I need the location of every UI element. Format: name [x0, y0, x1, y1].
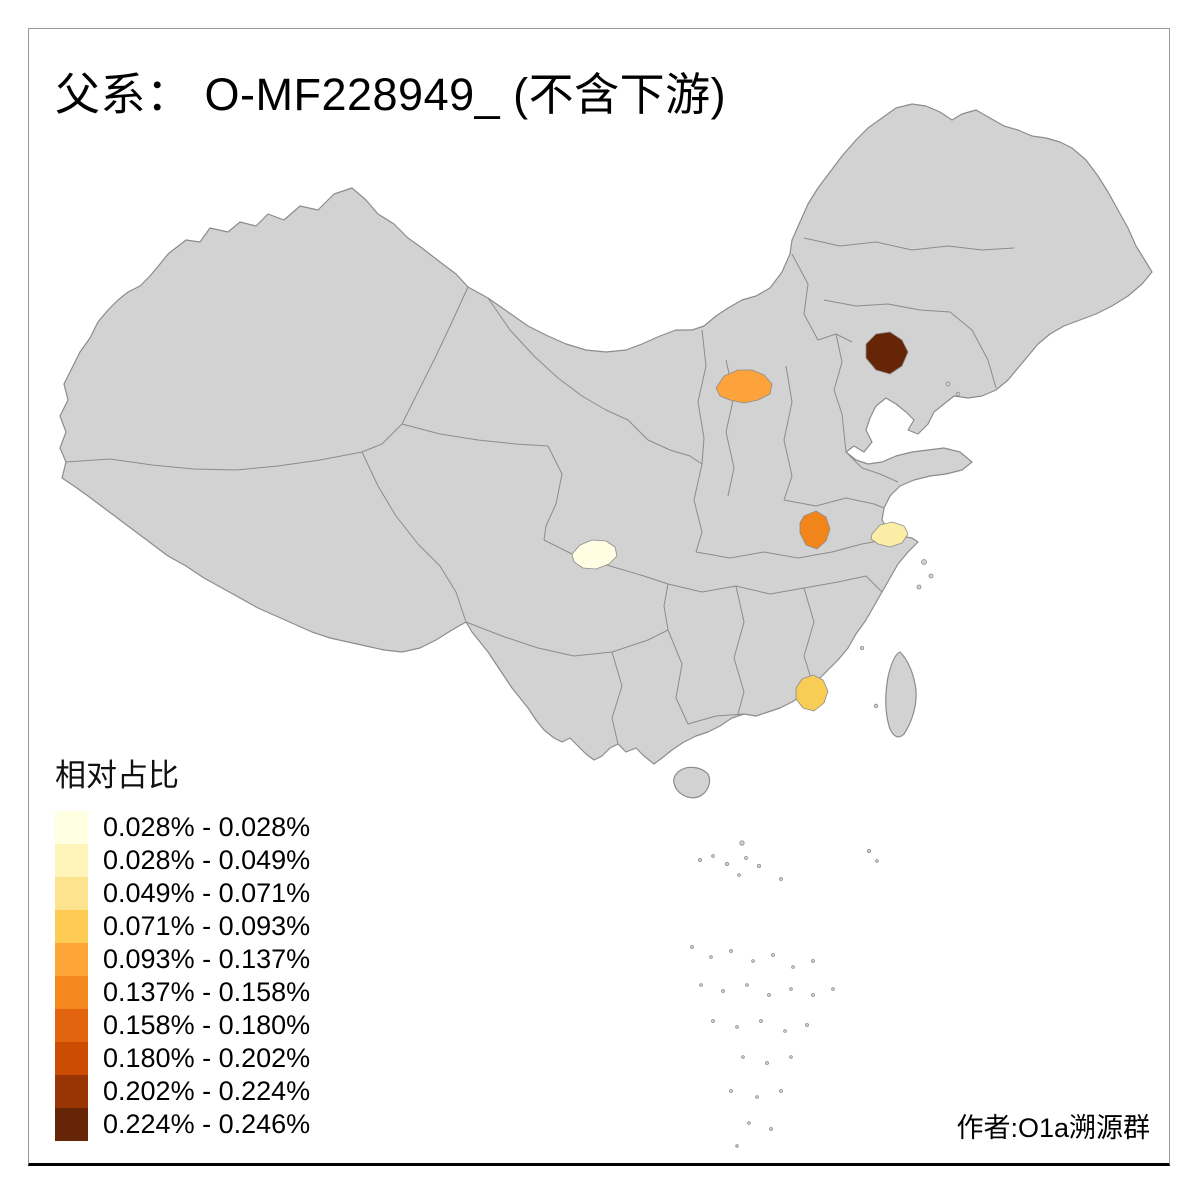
- province-border: [783, 365, 793, 501]
- islet-dot: [928, 573, 934, 579]
- province-border: [487, 297, 629, 421]
- province-border: [543, 539, 669, 585]
- province-border: [823, 299, 997, 389]
- highlighted-region-east-coast: [870, 521, 909, 548]
- province-border: [401, 423, 549, 447]
- legend: 相对占比 0.028% - 0.028% 0.028% - 0.049% 0.049…: [55, 750, 310, 1141]
- highlighted-region-south: [795, 674, 829, 712]
- legend-range-label: 0.180% - 0.202%: [103, 1043, 311, 1073]
- mainland-shape: [59, 103, 1153, 765]
- legend-range-label: 0.093% - 0.137%: [103, 944, 311, 974]
- legend-item: 0.093% - 0.137%: [55, 943, 310, 976]
- province-borders: [65, 237, 1015, 745]
- province-border: [687, 713, 745, 725]
- province-border: [65, 451, 363, 471]
- legend-swatch: [55, 811, 88, 844]
- legend-item: 0.028% - 0.028%: [55, 811, 310, 844]
- islet-dot: [860, 646, 865, 651]
- legend-range-label: 0.202% - 0.224%: [103, 1076, 311, 1106]
- province-border: [833, 333, 847, 453]
- taiwan-island: [885, 651, 917, 738]
- islet-dot: [921, 559, 927, 565]
- page-title: 父系： O-MF228949_ (不含下游): [55, 69, 727, 120]
- legend-swatch: [55, 1042, 88, 1075]
- legend-item: 0.049% - 0.071%: [55, 877, 310, 910]
- legend-range-label: 0.028% - 0.049%: [103, 845, 311, 875]
- islet-dot: [955, 391, 961, 397]
- legend-swatch: [55, 910, 88, 943]
- legend-range-label: 0.071% - 0.093%: [103, 911, 311, 941]
- author-credit: 作者:O1a溯源群: [956, 1113, 1150, 1143]
- province-border: [667, 575, 883, 595]
- province-border: [803, 237, 1015, 251]
- legend-items: 0.028% - 0.028% 0.028% - 0.049% 0.049% - 0…: [55, 811, 310, 1141]
- province-border: [845, 451, 899, 483]
- highlighted-region-north: [715, 369, 773, 404]
- legend-range-label: 0.049% - 0.071%: [103, 878, 311, 908]
- legend-item: 0.028% - 0.049%: [55, 844, 310, 877]
- legend-item: 0.158% - 0.180%: [55, 1009, 310, 1042]
- islet-dot: [873, 703, 879, 709]
- legend-range-label: 0.224% - 0.246%: [103, 1109, 311, 1139]
- province-border: [783, 497, 885, 509]
- legend-swatch: [55, 844, 88, 877]
- legend-swatch: [55, 877, 88, 910]
- legend-item: 0.202% - 0.224%: [55, 1075, 310, 1108]
- province-border: [667, 629, 689, 725]
- highlighted-region-northeast: [865, 331, 909, 375]
- legend-swatch: [55, 943, 88, 976]
- legend-range-label: 0.137% - 0.158%: [103, 977, 311, 1007]
- legend-swatch: [55, 1075, 88, 1108]
- province-border: [361, 286, 469, 453]
- islet-dot: [945, 381, 951, 387]
- legend-swatch: [55, 1009, 88, 1042]
- hainan-island: [673, 766, 711, 799]
- legend-range-label: 0.028% - 0.028%: [103, 812, 311, 842]
- highlighted-region-central-east: [799, 510, 831, 550]
- coastal-islets: [860, 381, 961, 709]
- province-border: [695, 539, 885, 559]
- legend-item: 0.180% - 0.202%: [55, 1042, 310, 1075]
- highlighted-regions: [571, 331, 909, 712]
- south-china-sea-islets: [690, 840, 879, 1148]
- legend-item: 0.224% - 0.246%: [55, 1108, 310, 1141]
- province-border: [791, 253, 853, 343]
- province-border: [693, 329, 707, 553]
- province-border: [733, 585, 745, 715]
- province-border: [627, 419, 703, 465]
- legend-title: 相对占比: [55, 758, 179, 793]
- legend-swatch: [55, 976, 88, 1009]
- legend-item: 0.071% - 0.093%: [55, 910, 310, 943]
- province-border: [663, 583, 669, 631]
- legend-swatch: [55, 1108, 88, 1141]
- legend-item: 0.137% - 0.158%: [55, 976, 310, 1009]
- province-border: [543, 445, 563, 541]
- province-border: [465, 621, 669, 657]
- legend-range-label: 0.158% - 0.180%: [103, 1010, 311, 1040]
- islet-dot: [916, 584, 922, 590]
- province-border: [611, 651, 623, 745]
- province-border: [361, 451, 467, 623]
- highlighted-region-southwest: [571, 539, 618, 570]
